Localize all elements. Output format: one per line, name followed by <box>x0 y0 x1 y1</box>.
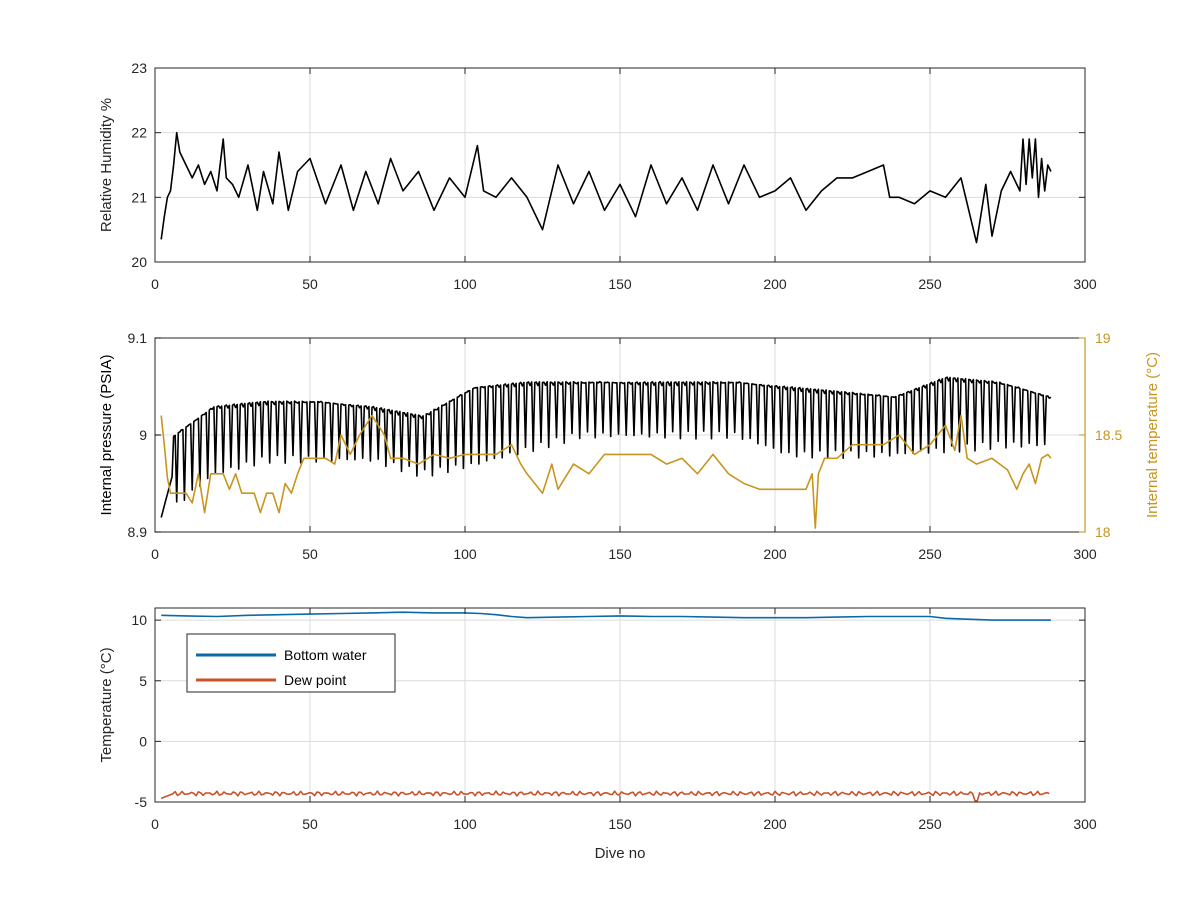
x-tick-label: 250 <box>918 546 942 562</box>
y-tick-label: 20 <box>131 254 147 270</box>
x-tick-label: 50 <box>302 816 318 832</box>
x-tick-label: 0 <box>151 546 159 562</box>
x-tick-label: 150 <box>608 546 632 562</box>
y-axis-label: Internal pressure (PSIA) <box>98 355 115 516</box>
y-tick-label: 9 <box>139 427 147 443</box>
x-tick-label: 50 <box>302 546 318 562</box>
x-tick-label: 0 <box>151 816 159 832</box>
x-tick-label: 300 <box>1073 546 1097 562</box>
x-tick-label: 100 <box>453 546 477 562</box>
series-dew-point <box>160 790 1050 802</box>
x-tick-label: 250 <box>918 816 942 832</box>
y-tick-label: 8.9 <box>128 524 148 540</box>
series-line-black <box>160 376 1052 518</box>
x-tick-label: 250 <box>918 276 942 292</box>
x-tick-label: 300 <box>1073 276 1097 292</box>
x-tick-label: 300 <box>1073 816 1097 832</box>
series-bottom-water <box>161 611 1051 621</box>
y-tick-label: 22 <box>131 125 147 141</box>
y-tick-label: 21 <box>131 189 147 205</box>
legend-entry: Bottom water <box>284 647 367 663</box>
x-tick-label: 0 <box>151 276 159 292</box>
x-tick-label: 200 <box>763 546 787 562</box>
y-tick-label: 10 <box>131 612 147 628</box>
legend: Bottom water Dew point <box>186 633 396 693</box>
series-line-black <box>160 131 1052 244</box>
x-tick-label: 150 <box>608 276 632 292</box>
x-tick-label: 100 <box>453 276 477 292</box>
x-axis-label: Dive no <box>595 845 646 862</box>
pressure-temperature-panel: 0 50 100 150 200 250 300 8.9 9 9.1 Internal pressu… <box>98 330 1161 562</box>
y-tick-label: 9.1 <box>128 330 148 346</box>
x-tick-label: 100 <box>453 816 477 832</box>
y-axis-label: Relative Humidity % <box>98 98 115 232</box>
y-tick-label: 23 <box>131 60 147 76</box>
right-y-tick-label: 19 <box>1095 330 1111 346</box>
y-tick-label: 0 <box>139 733 147 749</box>
y-axis-label: Temperature (°C) <box>98 647 115 762</box>
series-line-gold <box>160 414 1052 529</box>
legend-entry: Dew point <box>284 672 346 688</box>
x-tick-label: 50 <box>302 276 318 292</box>
right-y-tick-label: 18.5 <box>1095 427 1122 443</box>
x-tick-label: 150 <box>608 816 632 832</box>
x-tick-label: 200 <box>763 276 787 292</box>
y-tick-label: 5 <box>139 673 147 689</box>
x-tick-label: 200 <box>763 816 787 832</box>
legend-box <box>186 633 396 693</box>
y-tick-label: -5 <box>135 794 148 810</box>
right-y-tick-label: 18 <box>1095 524 1111 540</box>
humidity-panel: 0 50 100 150 200 250 300 20 21 22 23 Relative Humid… <box>98 60 1097 292</box>
right-y-axis-label: Internal temperature (°C) <box>1144 352 1161 518</box>
